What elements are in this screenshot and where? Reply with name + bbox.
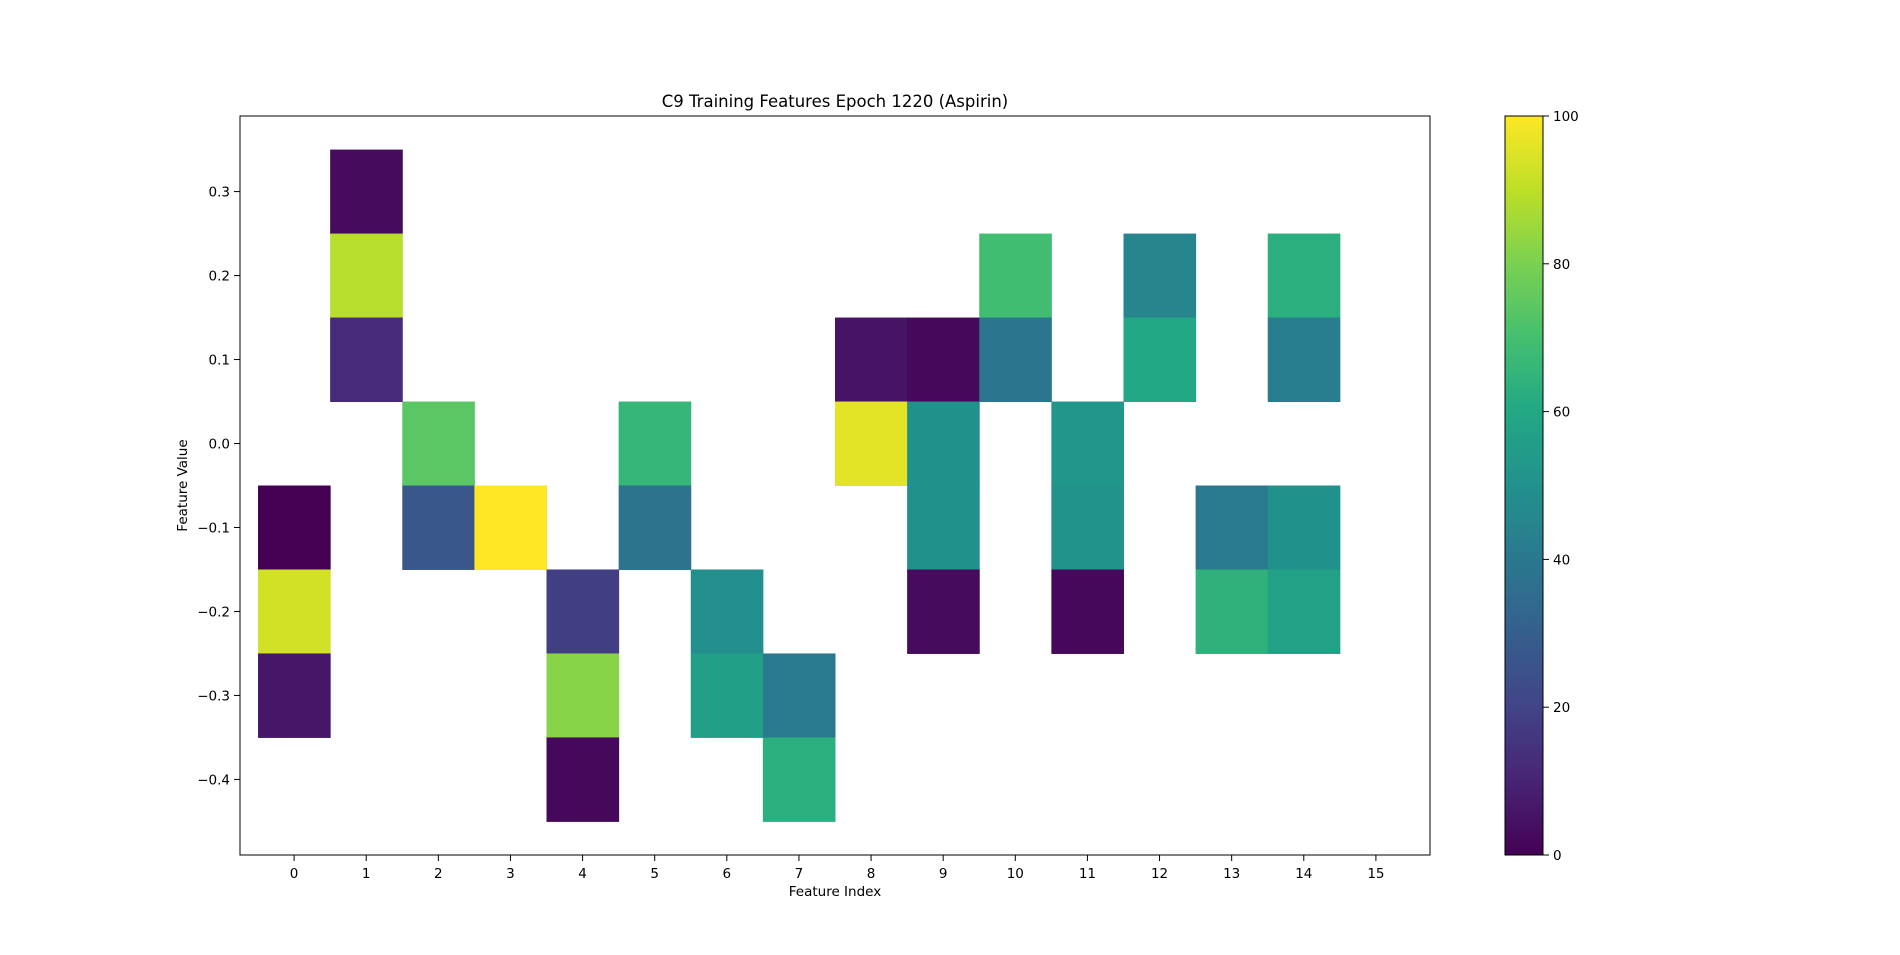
heatmap-cell (546, 737, 620, 822)
heatmap-cell (762, 737, 836, 822)
heatmap-cell (1267, 317, 1341, 403)
colorbar-tick-label: 40 (1553, 552, 1570, 568)
x-tick-label: 12 (1151, 866, 1168, 882)
heatmap-cell (330, 149, 403, 235)
colorbar-tick-label: 60 (1553, 405, 1570, 421)
plot-frame (239, 115, 1431, 856)
heatmap-cell (907, 569, 980, 654)
heatmap-cell (618, 401, 692, 486)
x-tick-label: 3 (506, 866, 515, 882)
heatmap-cell (1051, 485, 1124, 570)
y-tick-label: 0.1 (209, 353, 230, 369)
x-tick-label: 4 (578, 866, 587, 882)
y-tick-label: 0.3 (209, 185, 230, 201)
x-tick-label: 0 (290, 866, 299, 882)
heatmap-cell (330, 317, 403, 403)
heatmap-cell (258, 653, 331, 738)
heatmap-cell (474, 485, 548, 570)
colorbar (1504, 115, 1544, 856)
heatmap-cell (402, 401, 475, 486)
heatmap-cell (618, 485, 692, 570)
heatmap-cell (402, 485, 475, 570)
heatmap-cell (1123, 233, 1197, 319)
heatmap-cell (1195, 485, 1269, 570)
heatmap-cell (1123, 317, 1197, 403)
colorbar-tick-label: 100 (1553, 109, 1579, 125)
heatmap-cell (907, 317, 980, 403)
chart-title: C9 Training Features Epoch 1220 (Aspirin… (662, 92, 1008, 111)
heatmap-cell (1051, 401, 1124, 486)
x-tick-label: 11 (1079, 866, 1096, 882)
y-axis-label: Feature Value (175, 439, 191, 531)
heatmap-cell (907, 485, 980, 570)
x-tick-label: 9 (939, 866, 948, 882)
y-tick-label: −0.3 (197, 688, 230, 704)
heatmap-cell (762, 653, 836, 738)
heatmap-cell (1195, 569, 1269, 654)
heatmap-cell (546, 653, 620, 738)
heatmap-cell (690, 653, 764, 738)
x-tick-label: 13 (1223, 866, 1240, 882)
colorbar-tick-label: 20 (1553, 700, 1570, 716)
x-tick-label: 10 (1007, 866, 1024, 882)
heatmap-cell (835, 401, 908, 486)
x-tick-label: 1 (362, 866, 371, 882)
heatmap-cell (258, 485, 331, 570)
x-tick-label: 2 (434, 866, 443, 882)
heatmap-cell (1267, 485, 1341, 570)
x-tick-label: 7 (795, 866, 804, 882)
y-tick-label: −0.4 (197, 772, 230, 788)
x-tick-label: 8 (867, 866, 876, 882)
heatmap-cell (1267, 233, 1341, 319)
heatmap-cell (835, 317, 908, 403)
colorbar-ticks: 0 20 40 60 80 100 (1543, 109, 1579, 864)
colorbar-tick-label: 0 (1553, 848, 1562, 864)
heatmap-cell (258, 569, 331, 654)
y-tick-label: 0.2 (209, 269, 230, 285)
heatmap-cells (258, 149, 1341, 822)
colorbar-tick-label: 80 (1553, 257, 1570, 273)
x-tick-label: 5 (650, 866, 659, 882)
x-tick-label: 6 (723, 866, 732, 882)
heatmap-cell (690, 569, 764, 654)
heatmap-cell (330, 233, 403, 319)
heatmap-cell (1051, 569, 1124, 654)
heatmap-cell (1267, 569, 1341, 654)
x-tick-label: 15 (1367, 866, 1384, 882)
heatmap-cell (546, 569, 620, 654)
y-tick-label: −0.1 (197, 520, 230, 536)
heatmap-cell (979, 233, 1052, 319)
x-tick-label: 14 (1295, 866, 1312, 882)
x-axis-label: Feature Index (789, 884, 881, 900)
y-axis-ticks: 0.3 0.2 0.1 0.0 −0.1 −0.2 −0.3 −0.4 (197, 185, 240, 788)
y-tick-label: 0.0 (209, 437, 230, 453)
heatmap-cell (979, 317, 1052, 403)
y-tick-label: −0.2 (197, 604, 230, 620)
heatmap-cell (907, 401, 980, 486)
x-axis-ticks: 0 1 2 3 4 5 6 7 8 9 10 11 12 13 14 15 (290, 855, 1385, 882)
